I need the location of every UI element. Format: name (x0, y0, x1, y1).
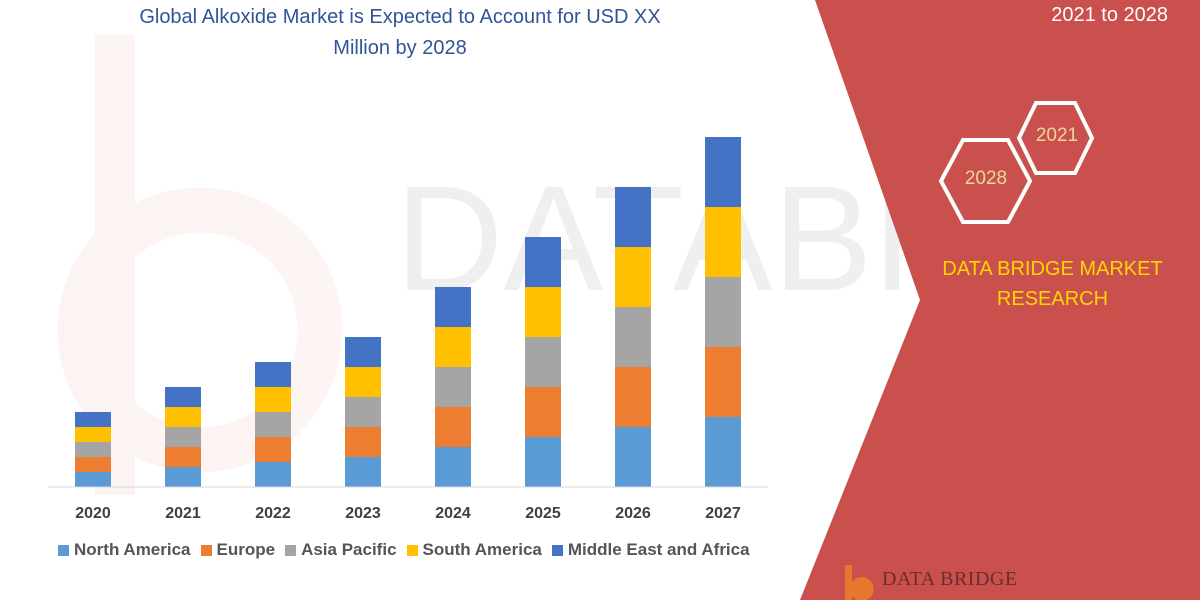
bar-segment (705, 137, 741, 207)
bar-segment (525, 237, 561, 287)
bar-segment (705, 347, 741, 417)
bar-segment (435, 287, 471, 327)
bar-segment (615, 427, 651, 487)
bar-segment (255, 462, 291, 487)
bar-segment (525, 387, 561, 437)
legend-item: Asia Pacific (285, 540, 397, 560)
x-tick-label: 2024 (435, 505, 471, 522)
bar-segment (615, 247, 651, 307)
chart-title-line-1: Global Alkoxide Market is Expected to Ac… (139, 6, 661, 28)
side-panel (800, 0, 1200, 600)
bar-segment (75, 412, 111, 427)
bar-segment (435, 327, 471, 367)
chart-legend: North America Europe Asia Pacific South Ame… (58, 540, 750, 560)
bar-segment (705, 277, 741, 347)
bar-segment (435, 367, 471, 407)
bar-segment (345, 397, 381, 427)
bar-segment (75, 442, 111, 457)
legend-label: Europe (216, 540, 276, 559)
bar-segment (345, 367, 381, 397)
x-tick-label: 2022 (255, 505, 291, 522)
bar-segment (435, 407, 471, 447)
bar-segment (705, 207, 741, 277)
legend-item: North America (58, 540, 191, 560)
bar-segment (345, 427, 381, 457)
bar-segment (165, 387, 201, 407)
bar-segment (435, 447, 471, 487)
legend-label: South America (422, 540, 542, 559)
bar-segment (255, 437, 291, 462)
bar-segment (75, 427, 111, 442)
x-tick-label: 2027 (705, 505, 741, 522)
footer-logo-icon (845, 565, 874, 600)
bar-segment (525, 337, 561, 387)
legend-swatch (551, 544, 563, 556)
legend-label: Asia Pacific (301, 540, 397, 559)
bar-segment (615, 367, 651, 427)
bar-segment (525, 287, 561, 337)
bar-segment (615, 187, 651, 247)
legend-label: North America (74, 540, 191, 559)
bar-segment (75, 472, 111, 487)
chart-plot-area (75, 137, 741, 487)
legend-item: Middle East and Africa (551, 540, 750, 560)
bar-segment (165, 407, 201, 427)
legend-swatch (200, 544, 212, 556)
bar-segment (165, 447, 201, 467)
legend-swatch (58, 544, 69, 556)
bar-segment (255, 362, 291, 387)
forecast-period: 2021 to 2028 (1051, 4, 1168, 26)
badge-year-2021: 2021 (1035, 125, 1079, 146)
bar-segment (345, 337, 381, 367)
footer-logo-text: DATA BRIDGE (882, 568, 1018, 590)
bar-segment (165, 467, 201, 487)
bar-segment (255, 387, 291, 412)
legend-swatch (406, 544, 418, 556)
bar-segment (525, 437, 561, 487)
x-tick-label: 2025 (525, 505, 561, 522)
bar-segment (345, 457, 381, 487)
bar-segment (165, 427, 201, 447)
brand-name-line-2: RESEARCH (996, 288, 1109, 310)
brand-name-line-1: DATA BRIDGE MARKET (942, 258, 1163, 280)
x-tick-label: 2021 (165, 505, 201, 522)
hexagon-2028-icon (938, 138, 1033, 224)
chart-title-line-2: Million by 2028 (333, 37, 467, 59)
bar-segment (615, 307, 651, 367)
x-tick-label: 2026 (615, 505, 651, 522)
badge-year-2028: 2028 (964, 168, 1008, 189)
bar-segment (255, 412, 291, 437)
hexagon-2021-icon (1016, 101, 1095, 175)
legend-swatch (285, 544, 297, 556)
legend-label: Middle East and Africa (567, 540, 750, 559)
legend-item: South America (406, 540, 542, 560)
bar-segment (75, 457, 111, 472)
bar-segment (705, 417, 741, 487)
x-tick-label: 2023 (345, 505, 381, 522)
legend-item: Europe (200, 540, 276, 560)
x-axis-ticks: 2020 2021 2022 2023 2024 2025 2026 2027 (75, 505, 741, 522)
x-tick-label: 2020 (75, 505, 111, 522)
